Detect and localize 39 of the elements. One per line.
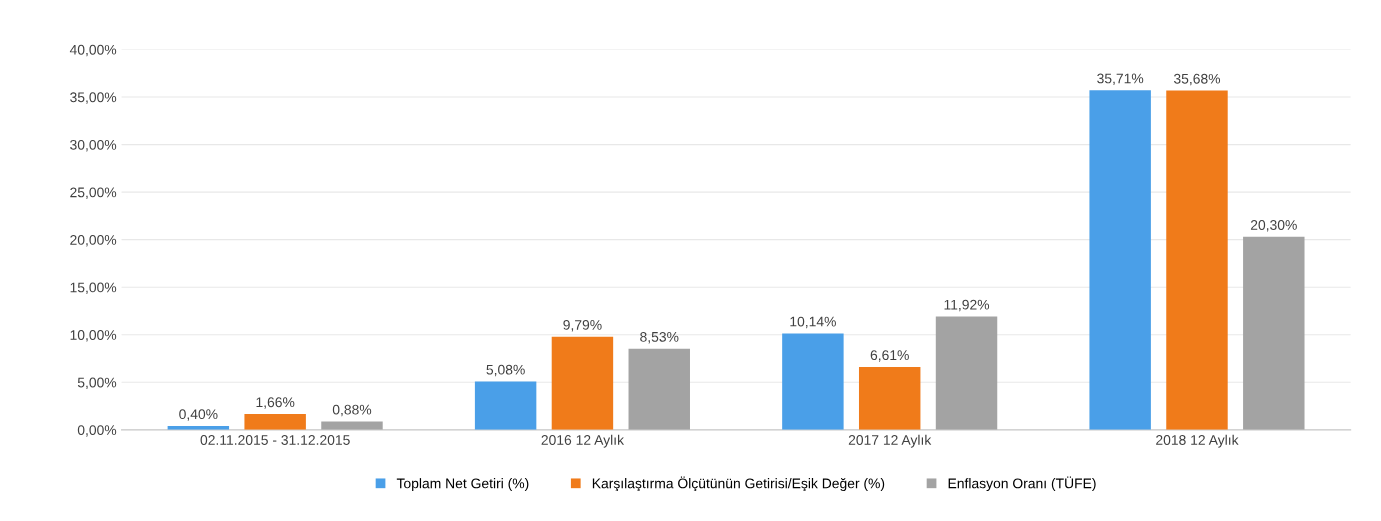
legend-label: Enflasyon Oranı (TÜFE) xyxy=(948,476,1096,492)
y-tick-label: 15,00% xyxy=(70,282,117,295)
data-label: 6,61% xyxy=(870,350,909,362)
x-tick-label: 02.11.2015 - 31.12.2015 xyxy=(200,435,350,445)
data-label: 5,08% xyxy=(486,364,525,377)
data-label: 8,53% xyxy=(640,331,679,344)
data-label: 9,79% xyxy=(563,319,602,332)
y-tick-label: 30,00% xyxy=(70,139,117,152)
data-label: 10,14% xyxy=(790,316,836,329)
y-tick-label: 25,00% xyxy=(70,187,117,199)
y-tick-label: 10,00% xyxy=(70,330,117,342)
bar xyxy=(858,366,921,430)
bar xyxy=(935,316,998,430)
data-label: 20,30% xyxy=(1250,220,1297,232)
bar xyxy=(782,333,844,430)
data-label: 0,40% xyxy=(179,409,218,421)
bar xyxy=(551,336,614,430)
x-tick-label: 2017 12 Aylık xyxy=(848,434,932,448)
bar xyxy=(474,381,537,430)
x-tick-label: 2016 12 Aylık xyxy=(541,434,625,448)
bar xyxy=(321,421,383,430)
y-tick-label: 20,00% xyxy=(70,234,117,247)
y-tick-label: 0,00% xyxy=(77,425,117,437)
legend-label: Toplam Net Getiri (%) xyxy=(396,478,529,492)
legend-label: Karşılaştırma Ölçütünün Getirisi/Eşik Değer (%) xyxy=(592,476,885,492)
data-label: 0,88% xyxy=(332,404,372,417)
data-label: 11,92% xyxy=(944,299,990,312)
y-tick-label: 5,00% xyxy=(77,377,117,390)
bar xyxy=(1166,90,1228,430)
data-label: 1,66% xyxy=(256,397,295,409)
y-tick-label: 40,00% xyxy=(69,44,117,57)
data-label: 35,68% xyxy=(1173,73,1221,86)
bar xyxy=(628,348,690,430)
bar xyxy=(244,414,306,430)
bar xyxy=(1243,236,1305,430)
y-tick-label: 35,00% xyxy=(70,92,117,104)
data-label: 35,71% xyxy=(1097,73,1144,86)
x-tick-label: 2018 12 Aylık xyxy=(1156,434,1239,448)
bar xyxy=(1089,90,1151,430)
